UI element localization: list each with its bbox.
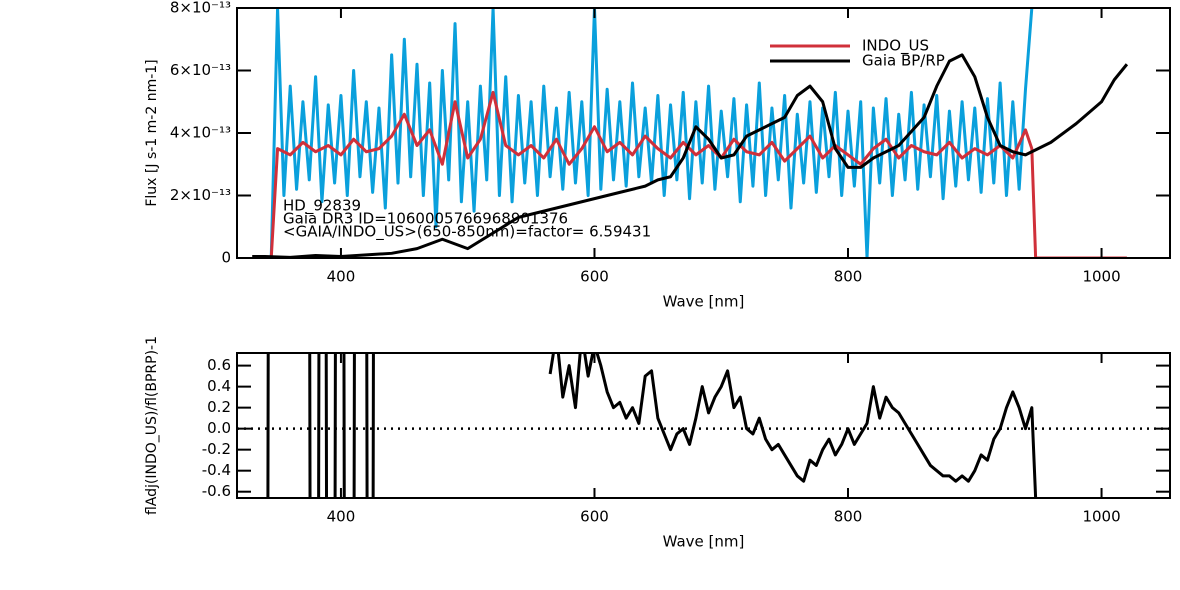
y-tick-label: 0.4	[207, 377, 231, 395]
y-tick-label: 2×10⁻¹³	[170, 186, 231, 204]
y-tick-label: 0.2	[207, 398, 231, 416]
x-tick-label: 800	[834, 508, 863, 526]
annotation: <GAIA/INDO_US>(650-850nm)=factor= 6.5943…	[283, 223, 651, 242]
plot-frame	[236, 352, 1171, 499]
y-tick-label: -0.4	[202, 461, 231, 479]
y-tick-label: 0	[221, 249, 231, 267]
y-axis-label: flAdj(INDO_US)/fl(BPRP)-1	[144, 336, 160, 515]
y-tick-label: 0.6	[207, 356, 231, 374]
x-axis-label: Wave [nm]	[663, 293, 745, 311]
y-tick-label: 4×10⁻¹³	[170, 124, 231, 142]
y-axis-label: Flux [J s-1 m-2 nm-1]	[144, 59, 160, 206]
annotation: Gaia DR3 ID=1060005766968901376	[283, 210, 568, 228]
y-tick-label: 6×10⁻¹³	[170, 61, 231, 79]
y-tick-label: 0.0	[207, 419, 231, 437]
legend-label: Gaia BP/RP	[862, 52, 945, 70]
data-line	[252, 53, 1129, 258]
y-tick-label: -0.2	[202, 440, 231, 458]
x-axis-label: Wave [nm]	[663, 533, 745, 551]
x-tick-label: 1000	[1082, 508, 1120, 526]
x-tick-label: 400	[327, 268, 356, 286]
x-tick-label: 800	[834, 268, 863, 286]
annotation: HD_92839	[283, 197, 361, 216]
y-tick-label: 8×10⁻¹³	[170, 0, 231, 17]
data-line	[269, 90, 1127, 258]
x-tick-label: 600	[580, 268, 609, 286]
y-tick-label: -0.6	[202, 482, 231, 500]
x-tick-label: 1000	[1082, 268, 1120, 286]
x-tick-label: 600	[580, 508, 609, 526]
x-tick-label: 400	[327, 508, 356, 526]
legend-label: INDO_US	[862, 37, 929, 56]
